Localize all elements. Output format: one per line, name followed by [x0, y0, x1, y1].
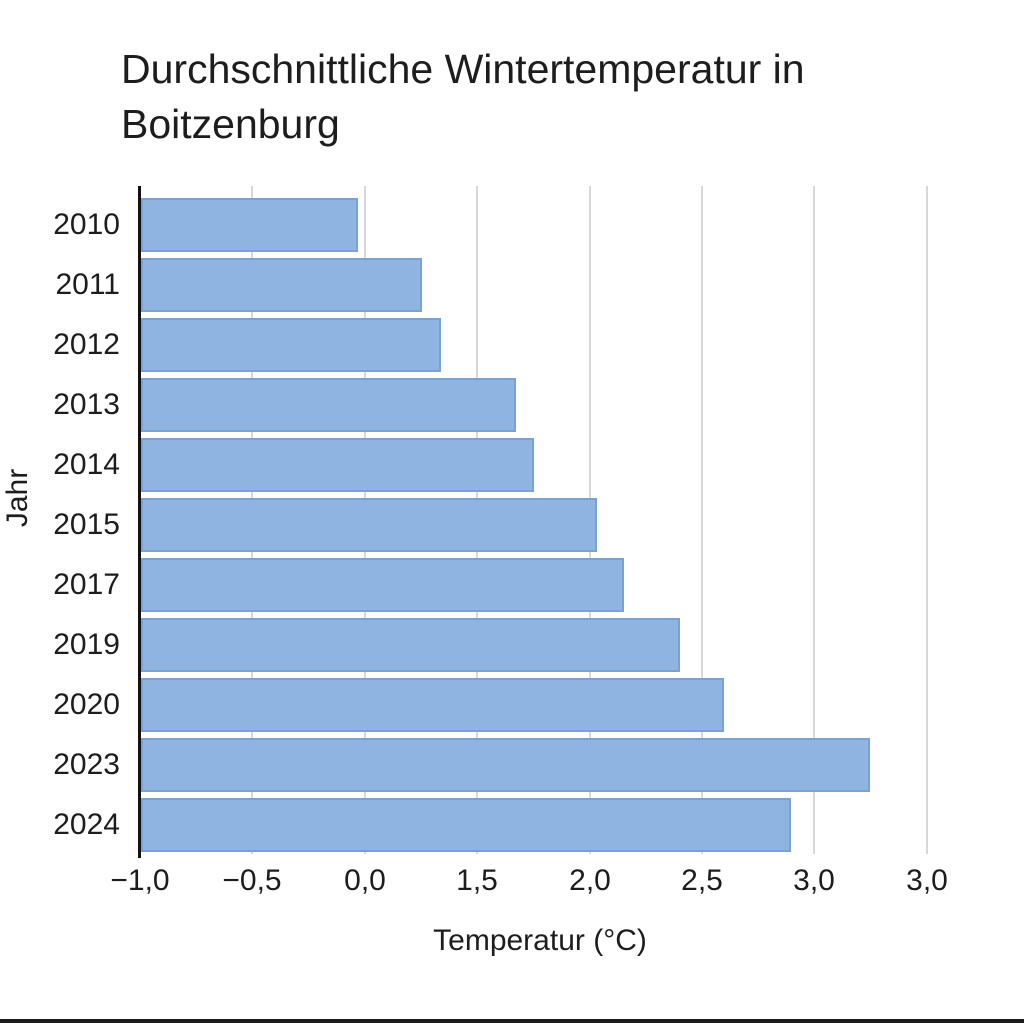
y-tick-label-2015: 2015: [53, 508, 120, 541]
chart-title: Durchschnittliche Wintertemperatur in Bo…: [121, 42, 805, 152]
bar-2020: [141, 678, 724, 732]
x-tick-label: 2,5: [681, 864, 723, 897]
y-tick-label-2014: 2014: [53, 448, 120, 481]
x-tick-label: −1,0: [110, 864, 170, 897]
chart-title-line-2: Boitzenburg: [121, 101, 340, 147]
bottom-border-bar: [0, 1019, 1024, 1023]
x-tick-label: 3,0: [906, 864, 948, 897]
x-axis-title: Temperatur (°C): [433, 924, 647, 957]
y-axis-line: [138, 186, 141, 858]
bar-2014: [141, 438, 534, 492]
bar-2010: [141, 198, 358, 252]
y-tick-label-2011: 2011: [55, 268, 120, 301]
gridline: [813, 186, 815, 854]
gridline: [926, 186, 928, 854]
bar-2013: [141, 378, 516, 432]
chart-title-line-1: Durchschnittliche Wintertemperatur in: [121, 46, 805, 92]
y-tick-label-2012: 2012: [53, 328, 120, 361]
y-tick-label-2024: 2024: [53, 808, 120, 841]
y-tick-label-2013: 2013: [53, 388, 120, 421]
x-tick-label: 2,0: [569, 864, 611, 897]
x-tick-label: −0,5: [222, 864, 282, 897]
bar-2012: [141, 318, 441, 372]
x-tick-label: 3,0: [793, 864, 835, 897]
gridline: [701, 186, 703, 854]
y-tick-label-2017: 2017: [53, 568, 120, 601]
bar-2023: [141, 738, 870, 792]
bar-2017: [141, 558, 624, 612]
bar-2015: [141, 498, 597, 552]
x-tick-label: 1,5: [456, 864, 498, 897]
bar-2019: [141, 618, 680, 672]
y-tick-label-2020: 2020: [53, 688, 120, 721]
x-tick-label: 0,0: [344, 864, 386, 897]
y-tick-label-2023: 2023: [53, 748, 120, 781]
bar-2011: [141, 258, 422, 312]
y-tick-label-2019: 2019: [53, 628, 120, 661]
bar-2024: [141, 798, 791, 852]
y-axis-title: Jahr: [1, 468, 34, 528]
y-tick-label-2010: 2010: [53, 208, 120, 241]
